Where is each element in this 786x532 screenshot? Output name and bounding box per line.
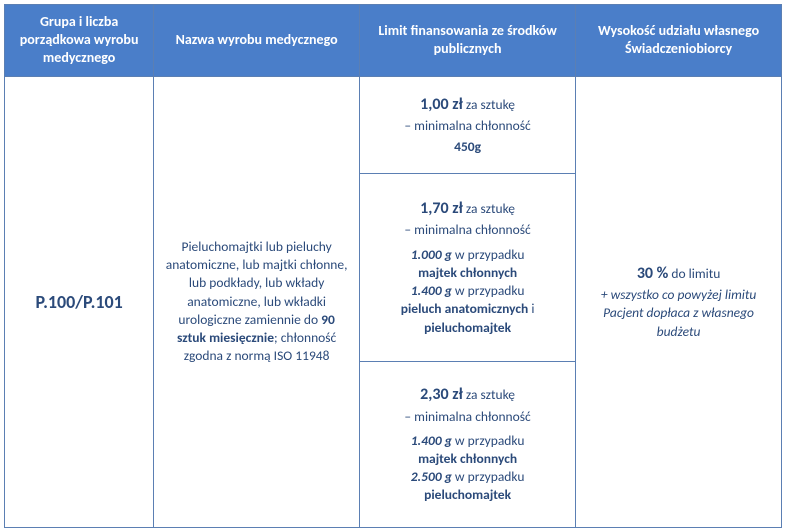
tier2-min: – minimalna chłonność xyxy=(370,221,565,239)
tier2-per: za sztukę xyxy=(463,200,515,217)
tier2-v2e: pieluchomajtek xyxy=(370,319,565,337)
table-header-row: Grupa i liczba porządkowa wyrobu medyczn… xyxy=(5,5,782,77)
tier1-val: 450g xyxy=(370,138,565,156)
share-rest: do limitu xyxy=(668,265,720,282)
table-row: P.100/P.101 Pieluchomajtki lub pieluchy … xyxy=(5,76,782,173)
tier1-per: za sztukę xyxy=(463,96,515,113)
tier2-v2a: 1.400 g xyxy=(411,282,452,299)
tier3-v1c: majtek chłonnych xyxy=(370,450,565,468)
header-group: Grupa i liczba porządkowa wyrobu medyczn… xyxy=(5,5,154,77)
share-note: + wszystko co powyżej limitu Pacjent dop… xyxy=(586,286,771,341)
header-name: Nazwa wyrobu medycznego xyxy=(154,5,360,77)
product-name-cell: Pieluchomajtki lub pieluchy anatomiczne,… xyxy=(154,76,360,527)
tier3-v2b: w przypadku xyxy=(452,468,525,485)
share-percent: 30 % xyxy=(637,264,669,283)
tier2-v2d: i xyxy=(528,300,534,317)
tier2-v1b: w przypadku xyxy=(452,246,525,263)
header-limit: Limit finansowania ze środków publicznyc… xyxy=(360,5,576,77)
tier2-v2c: pieluch anatomicznych xyxy=(401,300,529,317)
group-code-cell: P.100/P.101 xyxy=(5,76,154,527)
tier2-v1a: 1.000 g xyxy=(411,246,452,263)
tier2-v2b: w przypadku xyxy=(452,282,525,299)
tier2-cell: 1,70 zł za sztukę – minimalna chłonność … xyxy=(360,174,576,362)
tier2-price: 1,70 zł xyxy=(420,199,463,218)
tier3-cell: 2,30 zł za sztukę – minimalna chłonność … xyxy=(360,361,576,527)
share-cell: 30 % do limitu + wszystko co powyżej lim… xyxy=(576,76,782,527)
tier3-v2a: 2.500 g xyxy=(411,468,452,485)
tier3-price: 2,30 zł xyxy=(420,385,463,404)
tier3-v2c: pieluchomajtek xyxy=(370,486,565,504)
tier3-per: za sztukę xyxy=(463,386,515,403)
tier3-min: – minimalna chłonność xyxy=(370,408,565,426)
tier1-price: 1,00 zł xyxy=(420,95,463,114)
reimbursement-table: Grupa i liczba porządkowa wyrobu medyczn… xyxy=(4,4,782,528)
tier1-cell: 1,00 zł za sztukę – minimalna chłonność … xyxy=(360,76,576,173)
tier3-v1a: 1.400 g xyxy=(411,432,452,449)
header-share: Wysokość udziału własnego Świadczeniobio… xyxy=(576,5,782,77)
tier2-v1c: majtek chłonnych xyxy=(370,264,565,282)
group-code: P.100/P.101 xyxy=(35,291,122,313)
tier1-min: – minimalna chłonność xyxy=(370,117,565,135)
tier3-v1b: w przypadku xyxy=(452,432,525,449)
